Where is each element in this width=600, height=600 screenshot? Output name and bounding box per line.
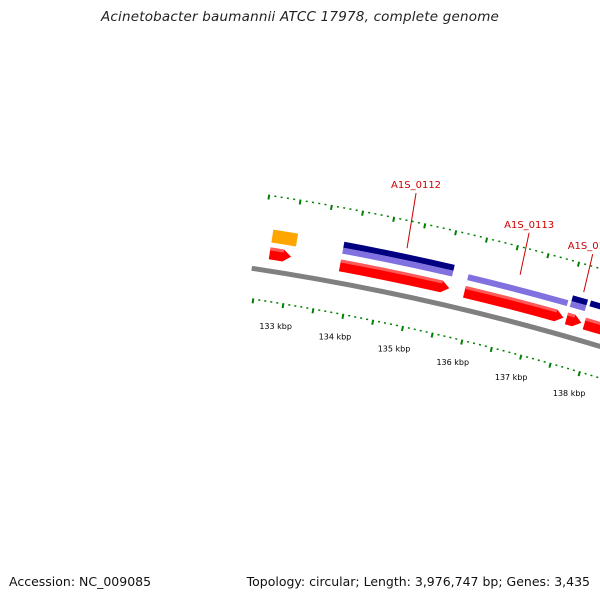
orf-dark-segment bbox=[589, 300, 600, 310]
kbp-label: 136 kbp bbox=[436, 358, 469, 367]
genome-backbone bbox=[251, 265, 600, 350]
backbone-ring bbox=[251, 265, 600, 350]
inner-tick bbox=[548, 362, 552, 368]
inner-tick bbox=[489, 346, 493, 353]
inner-tick bbox=[281, 303, 285, 309]
kbp-label: 138 kbp bbox=[553, 389, 586, 398]
kbp-label: 135 kbp bbox=[378, 344, 411, 353]
kbp-label: 133 kbp bbox=[259, 322, 292, 331]
outer-tick bbox=[329, 204, 333, 211]
gene-leader-line bbox=[583, 254, 594, 293]
cds-arrow bbox=[463, 285, 564, 322]
outer-tick bbox=[546, 253, 550, 259]
orf-partial-segment bbox=[271, 229, 299, 247]
inner-tick bbox=[519, 354, 523, 360]
gene-label-a1s_0113: A1S_0113 bbox=[504, 220, 554, 231]
gene-label-a1s_0114: A1S_0114 bbox=[568, 241, 600, 252]
gene-leader-line bbox=[406, 193, 417, 249]
kbp-scale-labels: 133 kbp 134 kbp 135 kbp 136 kbp 137 kbp 138 k… bbox=[259, 322, 586, 398]
inner-tick bbox=[400, 325, 405, 332]
inner-tick bbox=[577, 370, 581, 377]
orf-light-segment bbox=[467, 274, 569, 307]
inner-tick bbox=[251, 298, 255, 304]
orf-light-segment bbox=[342, 247, 454, 277]
orf-track bbox=[271, 229, 600, 312]
cds-arrow-highlight bbox=[270, 247, 285, 253]
cds-arrow-highlight bbox=[567, 312, 576, 318]
orf-light-segment bbox=[569, 301, 587, 312]
outer-tick bbox=[454, 230, 458, 236]
outer-tick bbox=[361, 210, 365, 216]
inner-tick-ring bbox=[251, 298, 599, 379]
outer-tick bbox=[576, 261, 581, 267]
outer-tick-ring bbox=[267, 194, 599, 269]
outer-tick bbox=[515, 245, 519, 251]
inner-tick bbox=[311, 308, 315, 314]
inner-tick bbox=[460, 339, 464, 345]
cds-arrow-highlight bbox=[340, 259, 443, 284]
cds-arrow bbox=[338, 259, 450, 293]
cds-arrow-highlight bbox=[465, 285, 558, 313]
forward-cds-track bbox=[268, 247, 600, 335]
kbp-label: 134 kbp bbox=[319, 332, 352, 341]
genome-summary-text: Topology: circular; Length: 3,976,747 bp… bbox=[246, 574, 590, 589]
inner-tick bbox=[341, 313, 345, 319]
inner-tick bbox=[430, 332, 434, 338]
inner-tick bbox=[371, 319, 375, 325]
outer-tick bbox=[423, 223, 427, 229]
cds-arrow bbox=[564, 312, 582, 327]
orf-dark-segment bbox=[343, 241, 455, 271]
outer-tick bbox=[484, 237, 489, 243]
cds-arrow-highlight bbox=[585, 317, 600, 326]
map-title: Acinetobacter baumannii ATCC 17978, comp… bbox=[100, 9, 500, 25]
outer-tick bbox=[298, 199, 302, 205]
outer-tick bbox=[392, 216, 396, 222]
gene-leader-line bbox=[519, 232, 530, 275]
accession-text: Accession: NC_009085 bbox=[9, 574, 152, 589]
outer-tick bbox=[267, 194, 271, 200]
kbp-label: 137 kbp bbox=[495, 373, 528, 382]
gene-label-a1s_0112: A1S_0112 bbox=[391, 180, 441, 191]
orf-dark-segment bbox=[571, 295, 589, 306]
